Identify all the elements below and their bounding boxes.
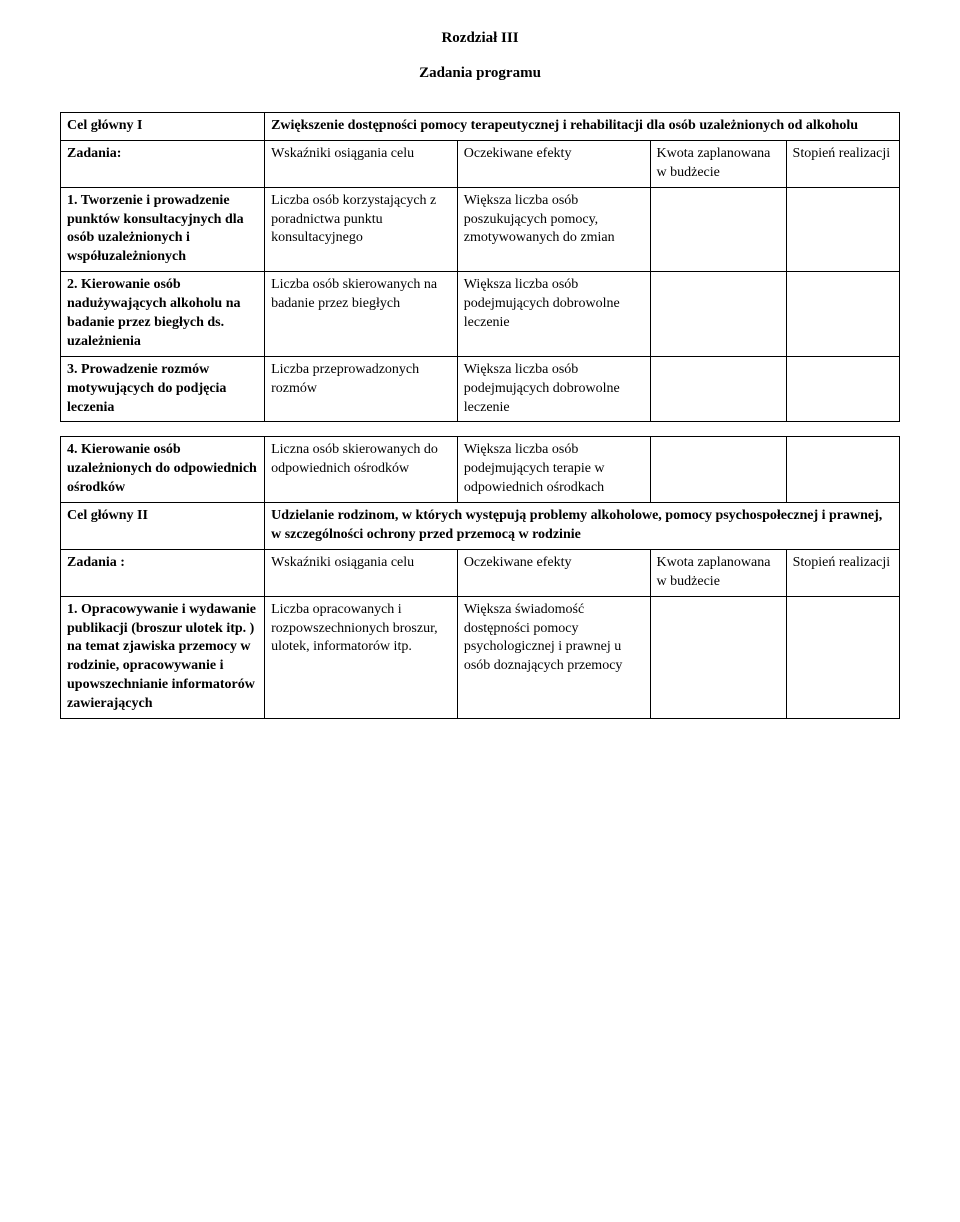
- table-row: Zadania : Wskaźniki osiągania celu Oczek…: [61, 549, 900, 596]
- cell-r2-label: 2. Kierowanie osób nadużywających alkoho…: [61, 272, 265, 357]
- cell-r3-label: 3. Prowadzenie rozmów motywujących do po…: [61, 356, 265, 422]
- cell-hdr-wsk2: Wskaźniki osiągania celu: [265, 549, 458, 596]
- cell-empty: [650, 437, 786, 503]
- cell-hdr-kwota: Kwota zaplanowana w budżecie: [650, 140, 786, 187]
- cell-r4-wsk: Liczna osób skierowanych do odpowiednich…: [265, 437, 458, 503]
- cell-r1-ef: Większa liczba osób poszukujących pomocy…: [457, 187, 650, 272]
- cell-r4-ef: Większa liczba osób podejmujących terapi…: [457, 437, 650, 503]
- chapter-title: Rozdział III: [60, 30, 900, 47]
- cell-hdr-stopien2: Stopień realizacji: [786, 549, 899, 596]
- cell-empty: [786, 356, 899, 422]
- table-row: 1. Opracowywanie i wydawanie publikacji …: [61, 596, 900, 718]
- cell-empty: [650, 187, 786, 272]
- table-row: Cel główny II Udzielanie rodzinom, w któ…: [61, 503, 900, 550]
- cell-hdr-efekty2: Oczekiwane efekty: [457, 549, 650, 596]
- cell-empty: [786, 187, 899, 272]
- cell-cel-glowny-I: Cel główny I: [61, 113, 265, 141]
- cell-zadania2: Zadania :: [61, 549, 265, 596]
- cell-r3-ef: Większa liczba osób podejmujących dobrow…: [457, 356, 650, 422]
- cell-r1-label: 1. Tworzenie i prowadzenie punktów konsu…: [61, 187, 265, 272]
- cell-empty: [786, 596, 899, 718]
- cell-empty: [650, 356, 786, 422]
- cell-empty: [786, 437, 899, 503]
- cell-zadania: Zadania:: [61, 140, 265, 187]
- table-row: Cel główny I Zwiększenie dostępności pom…: [61, 113, 900, 141]
- cell-r2-wsk: Liczba osób skierowanych na badanie prze…: [265, 272, 458, 357]
- table-row: 2. Kierowanie osób nadużywających alkoho…: [61, 272, 900, 357]
- table-row: 4. Kierowanie osób uzależnionych do odpo…: [61, 437, 900, 503]
- section-title: Zadania programu: [60, 65, 900, 82]
- cell-hdr-stopien: Stopień realizacji: [786, 140, 899, 187]
- cell-r5-label: 1. Opracowywanie i wydawanie publikacji …: [61, 596, 265, 718]
- cell-cel-glowny-II: Cel główny II: [61, 503, 265, 550]
- cell-r1-wsk: Liczba osób korzystających z poradnictwa…: [265, 187, 458, 272]
- cell-hdr-efekty: Oczekiwane efekty: [457, 140, 650, 187]
- cell-empty: [650, 596, 786, 718]
- table-row: 1. Tworzenie i prowadzenie punktów konsu…: [61, 187, 900, 272]
- cell-empty: [786, 272, 899, 357]
- cell-r2-ef: Większa liczba osób podejmujących dobrow…: [457, 272, 650, 357]
- cell-r3-wsk: Liczba przeprowadzonych rozmów: [265, 356, 458, 422]
- table-row: 3. Prowadzenie rozmów motywujących do po…: [61, 356, 900, 422]
- cell-hdr-kwota2: Kwota zaplanowana w budżecie: [650, 549, 786, 596]
- tasks-table: Cel główny I Zwiększenie dostępności pom…: [60, 112, 900, 422]
- cell-hdr-wsk: Wskaźniki osiągania celu: [265, 140, 458, 187]
- table-row: Zadania: Wskaźniki osiągania celu Oczeki…: [61, 140, 900, 187]
- cell-cel-II-desc: Udzielanie rodzinom, w których występują…: [265, 503, 900, 550]
- tasks-table-2: 4. Kierowanie osób uzależnionych do odpo…: [60, 436, 900, 719]
- cell-r4-label: 4. Kierowanie osób uzależnionych do odpo…: [61, 437, 265, 503]
- table-gap: [60, 422, 900, 436]
- cell-cel-I-desc: Zwiększenie dostępności pomocy terapeuty…: [265, 113, 900, 141]
- cell-r5-wsk: Liczba opracowanych i rozpowszechnionych…: [265, 596, 458, 718]
- cell-empty: [650, 272, 786, 357]
- cell-r5-ef: Większa świadomość dostępności pomocy ps…: [457, 596, 650, 718]
